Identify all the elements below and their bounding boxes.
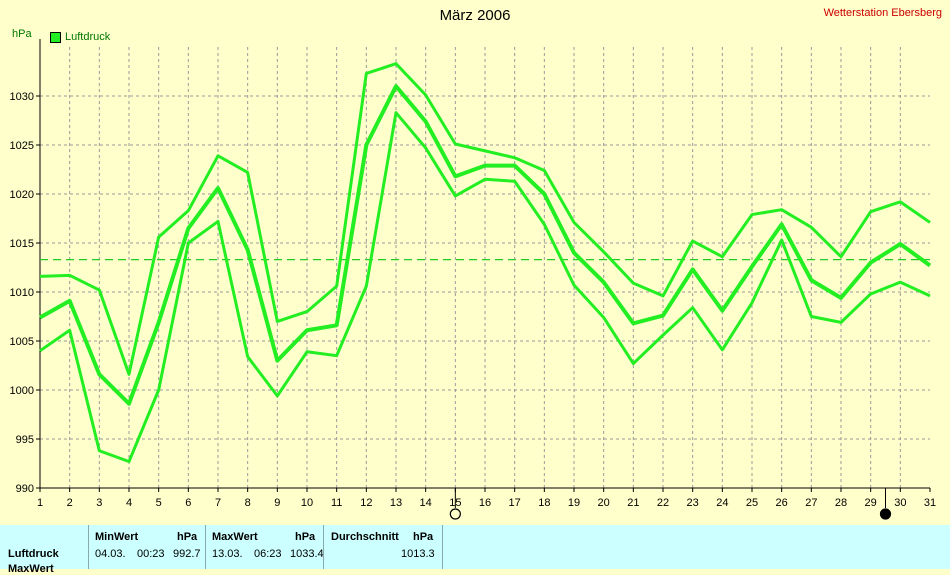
y-tick-label: 1015 <box>10 238 34 250</box>
x-tick-label: 5 <box>156 497 162 509</box>
series-line-min <box>39 111 931 464</box>
x-tick-label: 30 <box>894 497 906 509</box>
y-tick-label: 1030 <box>10 91 34 103</box>
legend-swatch <box>50 31 61 43</box>
stats-max-column: MaxWert hPa 13.03. 06:23 1033.4 <box>205 525 324 569</box>
axes: 1 2 3 4 5 6 7 8 9 10 11 12 13 14 15 16 17 18 19 20 21 22 23 24 2… <box>10 39 936 509</box>
x-tick-label: 25 <box>746 497 758 509</box>
x-tick-label: 8 <box>245 497 251 509</box>
moon-markers <box>449 488 892 520</box>
stats-panel: Luftdruck MaxWert MinWert hPa 04.03. 00:… <box>0 525 950 575</box>
x-tick-label: 21 <box>627 497 639 509</box>
stats-min-unit: hPa <box>177 531 198 543</box>
x-tick-label: 6 <box>185 497 191 509</box>
legend: Luftdruck <box>50 31 110 43</box>
stats-min-time: 00:23 <box>137 548 165 560</box>
x-tick-label: 23 <box>687 497 699 509</box>
x-tick-label: 2 <box>67 497 73 509</box>
stats-max-date: 13.03. <box>212 548 243 560</box>
series-line-mean <box>39 84 932 406</box>
stats-min-header: MinWert <box>95 531 139 543</box>
stats-avg-unit: hPa <box>413 531 434 543</box>
stats-row-label-2: MaxWert <box>8 563 54 575</box>
y-tick-label: 1010 <box>10 287 34 299</box>
y-unit-label: hPa <box>12 28 32 40</box>
x-tick-label: 9 <box>274 497 280 509</box>
station-name: Wetterstation Ebersberg <box>823 7 942 19</box>
x-tick-label: 14 <box>420 497 432 509</box>
x-tick-label: 3 <box>96 497 102 509</box>
x-tick-label: 11 <box>331 497 342 509</box>
stats-max-unit: hPa <box>295 531 316 543</box>
y-tick-label: 1020 <box>10 189 34 201</box>
stats-min-column: MinWert hPa 04.03. 00:23 992.7 <box>88 525 206 569</box>
x-tick-label: 26 <box>776 497 788 509</box>
stats-avg-header: Durchschnitt <box>331 531 399 543</box>
x-tick-label: 17 <box>509 497 521 509</box>
stats-min-value: 992.7 <box>173 548 201 560</box>
y-tick-label: 995 <box>16 434 34 446</box>
pressure-chart: 1 2 3 4 5 6 7 8 9 10 11 12 13 14 15 16 17 18 19 20 21 22 23 24 2… <box>10 39 936 520</box>
x-tick-label: 20 <box>598 497 610 509</box>
legend-label: Luftdruck <box>65 31 111 43</box>
x-tick-label: 28 <box>835 497 847 509</box>
y-tick-label: 1000 <box>10 385 34 397</box>
x-tick-label: 27 <box>805 497 817 509</box>
series-lines <box>39 62 932 464</box>
y-tick-label: 990 <box>16 483 34 495</box>
x-tick-label: 18 <box>538 497 550 509</box>
x-tick-label: 1 <box>37 497 43 509</box>
stats-max-value: 1033.4 <box>290 548 324 560</box>
y-tick-label: 1025 <box>10 140 34 152</box>
x-tick-label: 31 <box>924 497 936 509</box>
stats-max-time: 06:23 <box>254 548 282 560</box>
x-tick-label: 4 <box>126 497 132 509</box>
new-moon-icon <box>879 508 892 520</box>
stats-avg-value: 1013.3 <box>401 548 435 560</box>
x-tick-label: 16 <box>479 497 491 509</box>
full-moon-icon <box>449 508 461 520</box>
x-tick-label: 7 <box>215 497 221 509</box>
series-line-max <box>39 62 931 376</box>
x-tick-label: 12 <box>360 497 372 509</box>
stats-avg-column: Durchschnitt hPa 1013.3 <box>323 525 443 569</box>
y-tick-label: 1005 <box>10 336 34 348</box>
x-tick-label: 22 <box>657 497 669 509</box>
chart-title: März 2006 <box>439 7 511 24</box>
x-tick-label: 10 <box>301 497 313 509</box>
x-tick-label: 13 <box>390 497 402 509</box>
stats-max-header: MaxWert <box>212 531 258 543</box>
x-tick-label: 24 <box>716 497 728 509</box>
x-tick-label: 19 <box>568 497 580 509</box>
stats-row-label: Luftdruck <box>8 548 59 560</box>
x-tick-label: 29 <box>865 497 877 509</box>
stats-min-date: 04.03. <box>95 548 126 560</box>
